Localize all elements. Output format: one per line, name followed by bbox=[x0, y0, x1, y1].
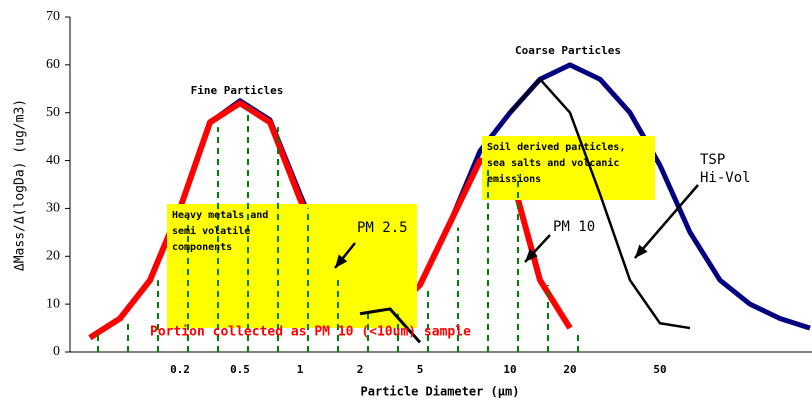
x-tick-label: 50 bbox=[653, 363, 666, 376]
series-line bbox=[509, 77, 691, 330]
x-axis-label: Particle Diameter (μm) bbox=[361, 385, 520, 399]
y-tick-label: 30 bbox=[46, 201, 60, 216]
arrow bbox=[634, 184, 699, 259]
arrow-head bbox=[525, 248, 538, 262]
annotation: Portion collected as PM 10 (<10um) sampl… bbox=[150, 325, 471, 340]
y-tick-label: 0 bbox=[53, 344, 60, 359]
series-label: PM 2.5 bbox=[357, 220, 408, 236]
annotation: Coarse Particles bbox=[515, 44, 621, 57]
series-label: PM 10 bbox=[553, 219, 595, 235]
arrow-head bbox=[335, 254, 348, 268]
x-tick-label: 0.2 bbox=[170, 363, 190, 376]
y-tick-label: 10 bbox=[46, 296, 60, 311]
annotation: Fine Particles bbox=[191, 84, 284, 97]
x-tick-label: 20 bbox=[563, 363, 576, 376]
y-tick-label: 20 bbox=[46, 249, 60, 264]
x-tick-label: 0.5 bbox=[230, 363, 250, 376]
note-box bbox=[482, 136, 655, 200]
x-tick-label: 2 bbox=[357, 363, 364, 376]
note-box bbox=[167, 204, 417, 328]
y-axis-label: ΔMass/Δ(logDa) (ug/m3) bbox=[13, 99, 28, 271]
series-line bbox=[359, 307, 422, 344]
series-label: TSP Hi-Vol bbox=[700, 152, 751, 186]
x-tick-label: 1 bbox=[297, 363, 304, 376]
y-tick-label: 40 bbox=[46, 153, 60, 168]
y-tick-label: 60 bbox=[46, 57, 60, 72]
annotation: Heavy metals and semi volatile components bbox=[172, 210, 268, 253]
y-tick-label: 50 bbox=[46, 105, 60, 120]
x-tick-label: 10 bbox=[503, 363, 516, 376]
arrow-head bbox=[635, 244, 648, 258]
y-tick-label: 70 bbox=[46, 9, 60, 24]
x-tick-label: 5 bbox=[417, 363, 424, 376]
annotation: Soil derived particles, sea salts and vol… bbox=[487, 141, 625, 185]
